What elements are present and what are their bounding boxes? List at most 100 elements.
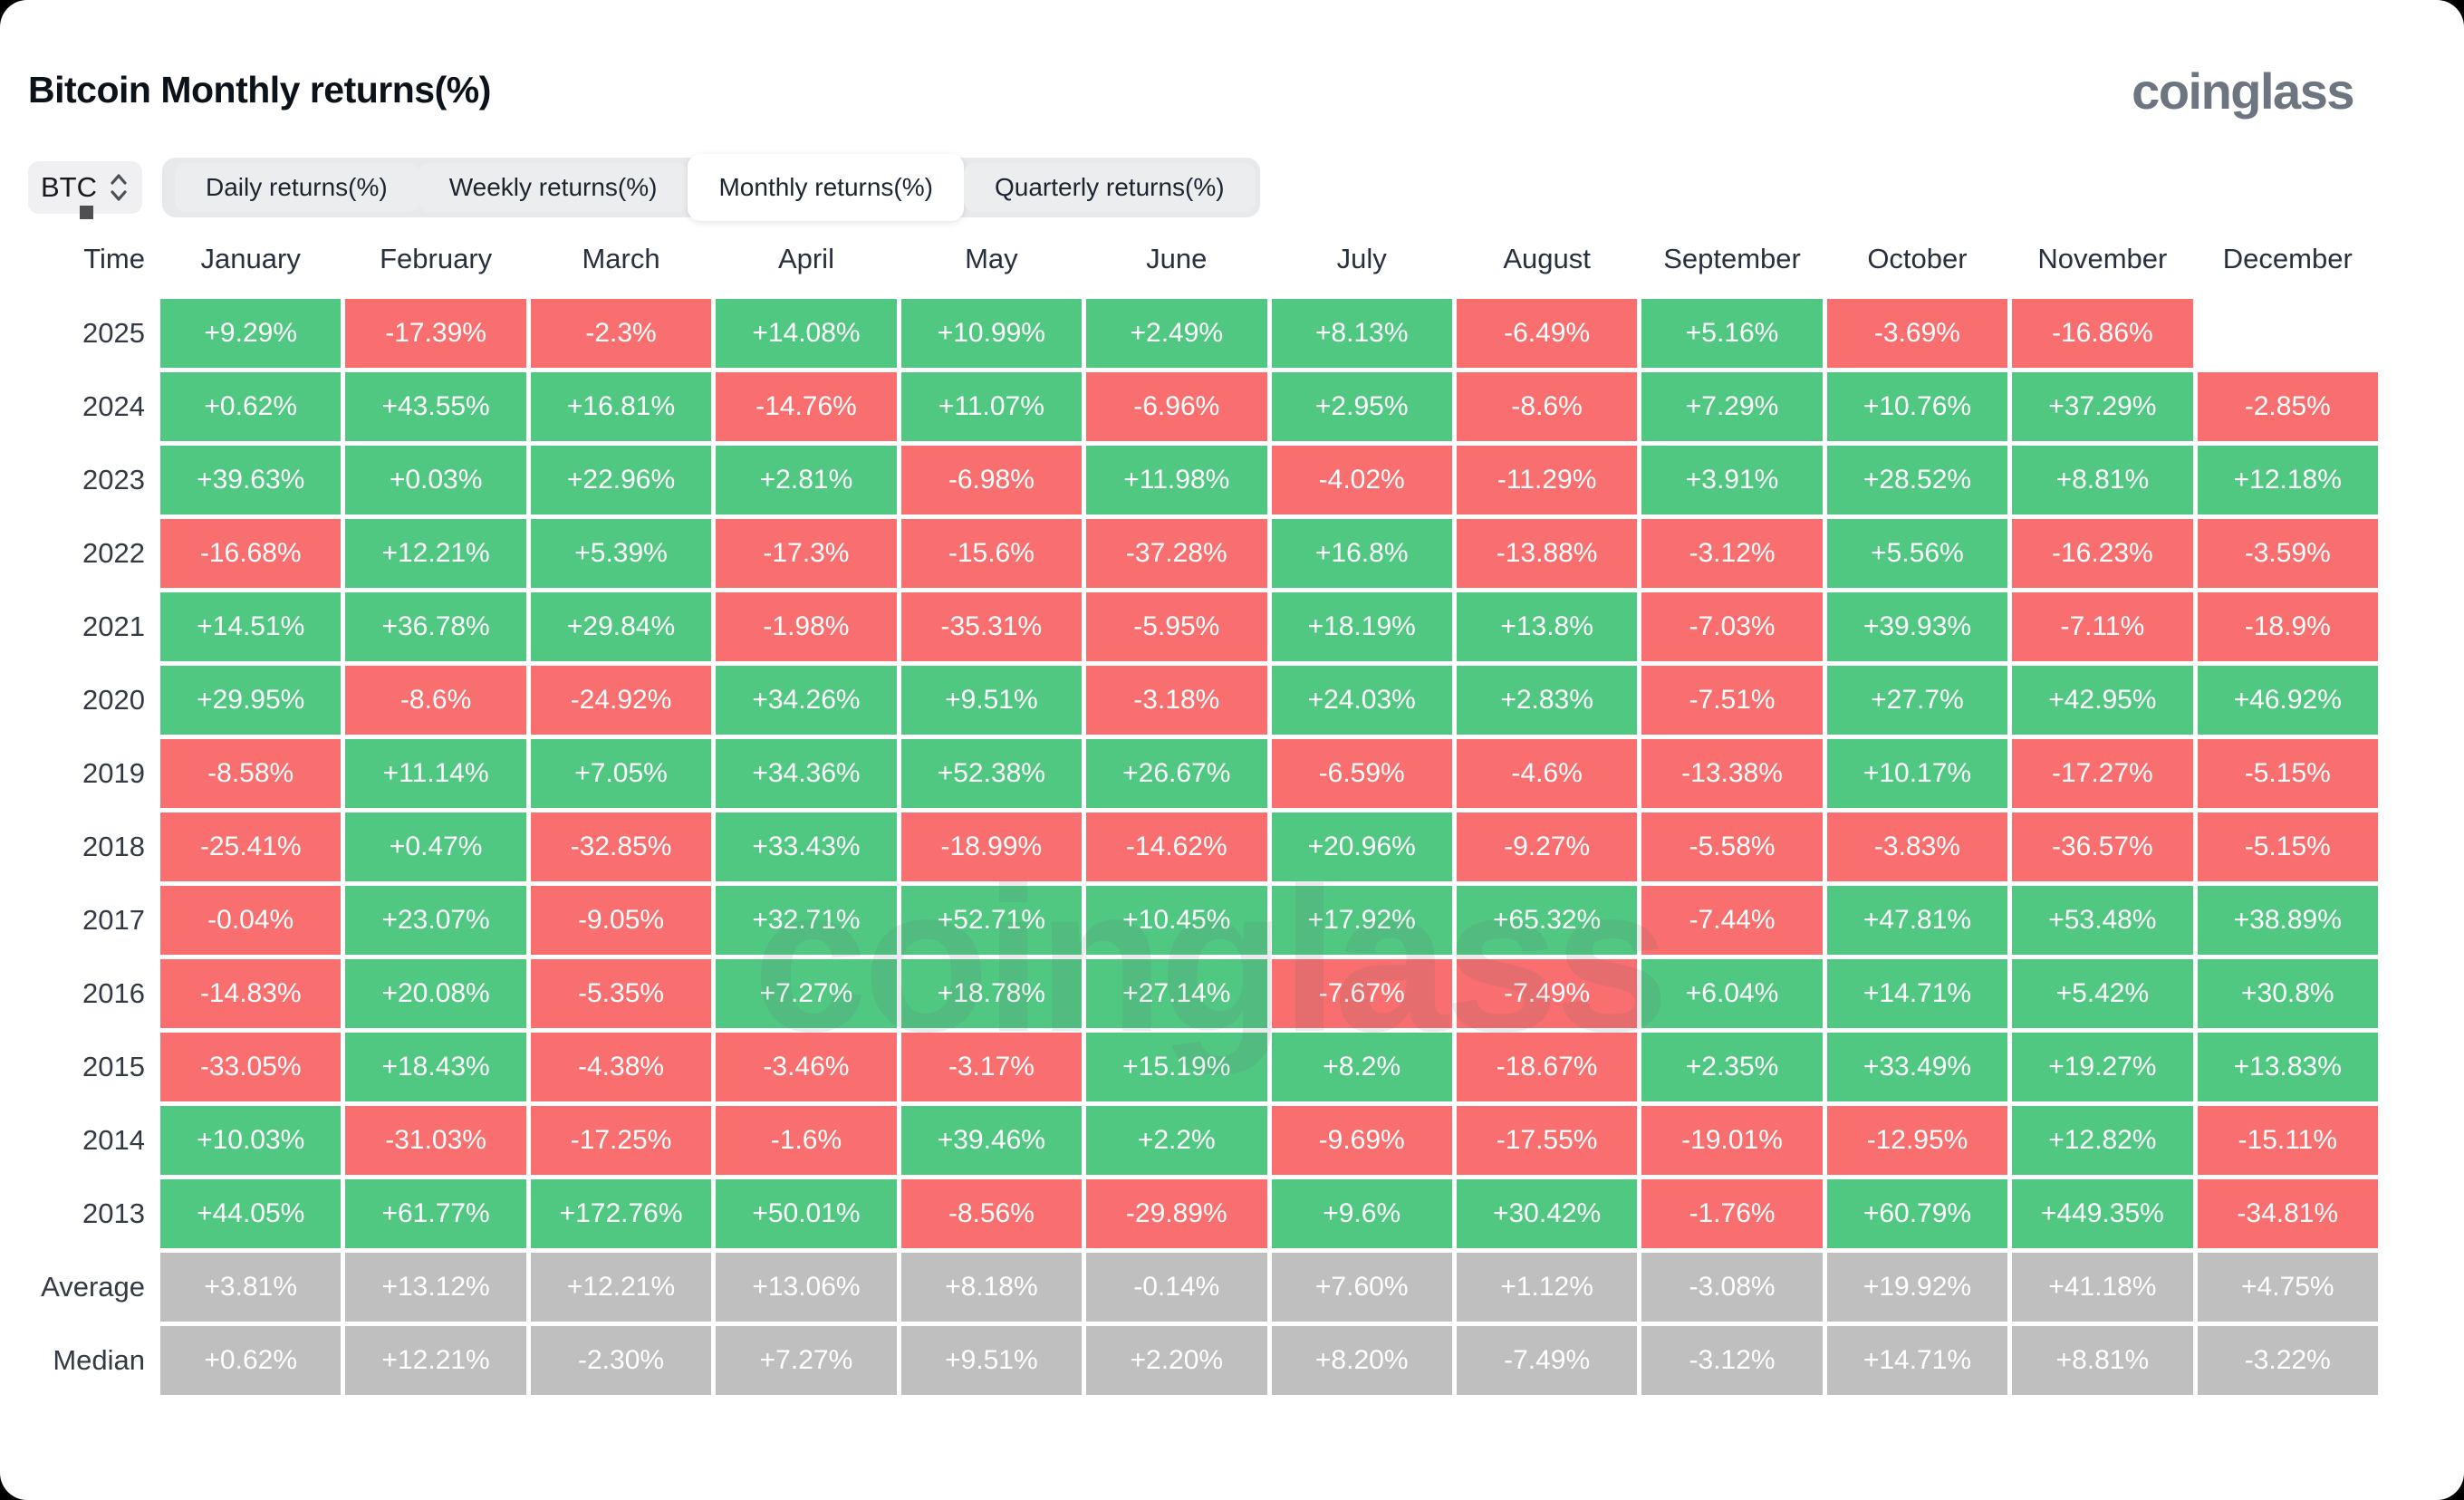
return-cell: +5.42% (2012, 959, 2193, 1028)
return-cell: +9.29% (160, 299, 342, 368)
return-cell: +30.42% (1456, 1179, 1638, 1248)
return-cell: +7.29% (1641, 372, 1823, 441)
return-cell: +10.45% (1086, 886, 1267, 955)
return-cell: -17.25% (530, 1106, 712, 1175)
row-label-2024: 2024 (82, 390, 145, 422)
summary-cell: +8.18% (900, 1253, 1083, 1322)
return-cell: -3.46% (716, 1033, 897, 1101)
return-cell: +8.13% (1271, 299, 1452, 368)
return-cell: +2.49% (1086, 299, 1267, 368)
return-cell: +39.46% (900, 1106, 1083, 1175)
page-title: Bitcoin Monthly returns(%) (28, 69, 491, 111)
summary-cell: +7.27% (716, 1326, 897, 1395)
empty-cell (2198, 299, 2378, 368)
return-cell: +16.81% (530, 372, 712, 441)
return-cell: +32.71% (716, 886, 897, 955)
coinglass-logo: coinglass (2132, 62, 2354, 120)
return-cell: +34.36% (716, 739, 897, 808)
return-cell: +53.48% (2012, 886, 2193, 955)
return-cell: -8.56% (900, 1179, 1083, 1248)
month-header-june: June (1146, 243, 1208, 274)
month-header-august: August (1503, 243, 1591, 274)
return-cell: -3.12% (1641, 519, 1823, 588)
return-cell: +14.51% (160, 592, 342, 661)
return-cell: +60.79% (1826, 1179, 2008, 1248)
return-cell: -3.69% (1826, 299, 2008, 368)
tab-bar: Daily returns(%) Weekly returns(%) Monthly… (162, 154, 1260, 221)
return-cell: -3.17% (900, 1033, 1083, 1101)
month-header-january: January (200, 243, 301, 274)
return-cell: -24.92% (530, 666, 712, 735)
summary-cell: -0.14% (1086, 1253, 1267, 1322)
return-cell: +2.81% (716, 446, 897, 514)
return-cell: +65.32% (1456, 886, 1638, 955)
return-cell: +0.62% (160, 372, 342, 441)
return-cell: +2.95% (1271, 372, 1452, 441)
return-cell: -14.76% (716, 372, 897, 441)
return-cell: +11.14% (345, 739, 526, 808)
return-cell: -19.01% (1641, 1106, 1823, 1175)
return-cell: +24.03% (1271, 666, 1452, 735)
return-cell: +18.78% (900, 959, 1083, 1028)
row-label-median: Median (53, 1344, 145, 1376)
return-cell: -9.05% (530, 886, 712, 955)
return-cell: +46.92% (2197, 666, 2378, 735)
summary-cell: +2.20% (1086, 1326, 1267, 1395)
return-cell: +449.35% (2012, 1179, 2193, 1248)
return-cell: +33.49% (1826, 1033, 2008, 1101)
return-cell: -6.59% (1271, 739, 1452, 808)
return-cell: -25.41% (160, 812, 342, 881)
returns-table: Time January February March April May June Jul… (28, 234, 2378, 1395)
return-cell: +5.16% (1641, 299, 1823, 368)
return-cell: +9.51% (900, 666, 1083, 735)
return-cell: -7.51% (1641, 666, 1823, 735)
return-cell: -16.86% (2012, 299, 2193, 368)
table-header-row: Time January February March April May June Jul… (28, 234, 2378, 284)
return-cell: -4.38% (530, 1033, 712, 1101)
return-cell: +7.27% (716, 959, 897, 1028)
return-cell: +26.67% (1086, 739, 1267, 808)
return-cell: +18.19% (1271, 592, 1452, 661)
return-cell: +8.2% (1271, 1033, 1452, 1101)
return-cell: +52.38% (900, 739, 1083, 808)
return-cell: -2.85% (2197, 372, 2378, 441)
return-cell: +39.93% (1826, 592, 2008, 661)
month-header-october: October (1867, 243, 1968, 274)
tab-weekly-returns[interactable]: Weekly returns(%) (418, 163, 688, 212)
return-cell: +36.78% (345, 592, 526, 661)
return-cell: -17.27% (2012, 739, 2193, 808)
return-cell: +34.26% (716, 666, 897, 735)
return-cell: +5.56% (1826, 519, 2008, 588)
return-cell: +29.95% (160, 666, 342, 735)
summary-cell: +19.92% (1826, 1253, 2008, 1322)
return-cell: -31.03% (345, 1106, 526, 1175)
return-cell: +14.08% (716, 299, 897, 368)
return-cell: +18.43% (345, 1033, 526, 1101)
month-header-november: November (2037, 243, 2168, 274)
month-header-july: July (1336, 243, 1387, 274)
tab-monthly-returns[interactable]: Monthly returns(%) (688, 154, 964, 221)
return-cell: +20.96% (1271, 812, 1452, 881)
return-cell: -7.11% (2012, 592, 2193, 661)
return-cell: +6.04% (1641, 959, 1823, 1028)
return-cell: +44.05% (160, 1179, 342, 1248)
month-header-march: March (582, 243, 660, 274)
return-cell: -29.89% (1086, 1179, 1267, 1248)
row-label-2017: 2017 (82, 904, 145, 936)
return-cell: +30.8% (2197, 959, 2378, 1028)
summary-cell: +12.21% (530, 1253, 712, 1322)
return-cell: -3.83% (1826, 812, 2008, 881)
symbol-selector-value: BTC (41, 171, 97, 203)
tab-daily-returns[interactable]: Daily returns(%) (175, 163, 419, 212)
return-cell: +42.95% (2012, 666, 2193, 735)
symbol-selector[interactable]: BTC (28, 161, 142, 214)
row-label-2021: 2021 (82, 611, 145, 642)
chevron-updown-icon (108, 171, 130, 204)
return-cell: -5.58% (1641, 812, 1823, 881)
return-cell: +0.47% (345, 812, 526, 881)
return-cell: -0.04% (160, 886, 342, 955)
tab-quarterly-returns[interactable]: Quarterly returns(%) (963, 163, 1256, 212)
summary-cell: +0.62% (160, 1326, 342, 1395)
return-cell: +20.08% (345, 959, 526, 1028)
